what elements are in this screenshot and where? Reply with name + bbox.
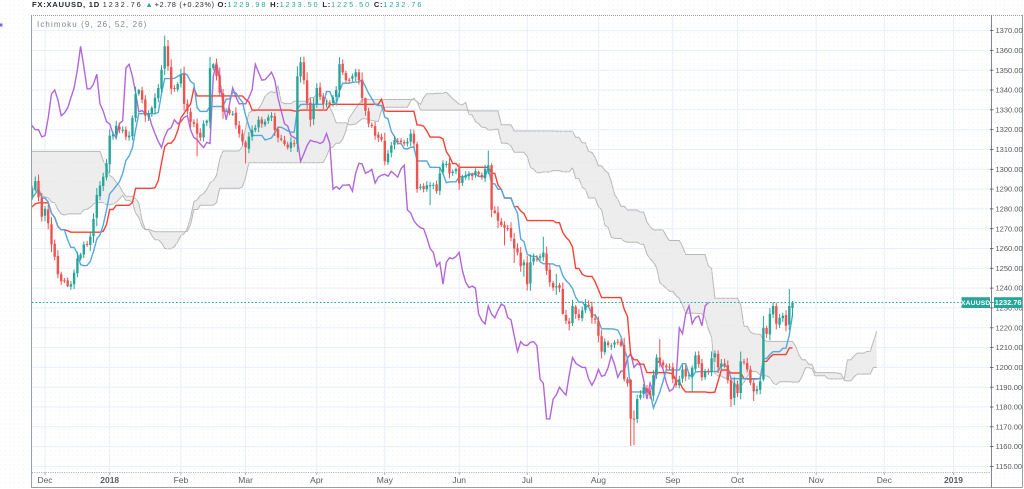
svg-text:Mar: Mar xyxy=(238,475,253,485)
svg-text:Dec: Dec xyxy=(877,475,893,485)
svg-text:1220.00: 1220.00 xyxy=(996,323,1023,332)
svg-text:1350.00: 1350.00 xyxy=(996,66,1023,75)
svg-text:1150.00: 1150.00 xyxy=(996,462,1023,471)
svg-text:1170.00: 1170.00 xyxy=(996,422,1023,431)
svg-text:1240.00: 1240.00 xyxy=(996,284,1023,293)
svg-text:Oct: Oct xyxy=(731,475,745,485)
svg-text:Dec: Dec xyxy=(37,475,53,485)
svg-text:1232.76: 1232.76 xyxy=(995,298,1022,307)
svg-text:1210.00: 1210.00 xyxy=(996,343,1023,352)
svg-text:Jun: Jun xyxy=(452,475,466,485)
svg-text:1270.00: 1270.00 xyxy=(996,224,1023,233)
svg-text:2019: 2019 xyxy=(944,475,963,485)
svg-text:1190.00: 1190.00 xyxy=(996,383,1023,392)
svg-text:Feb: Feb xyxy=(174,475,189,485)
svg-text:Jul: Jul xyxy=(522,475,533,485)
svg-text:Nov: Nov xyxy=(809,475,825,485)
svg-text:1340.00: 1340.00 xyxy=(996,86,1023,95)
svg-text:1260.00: 1260.00 xyxy=(996,244,1023,253)
svg-text:1280.00: 1280.00 xyxy=(996,205,1023,214)
svg-text:1180.00: 1180.00 xyxy=(996,403,1023,412)
svg-text:1300.00: 1300.00 xyxy=(996,165,1023,174)
svg-text:1330.00: 1330.00 xyxy=(996,105,1023,114)
svg-text:1200.00: 1200.00 xyxy=(996,363,1023,372)
svg-text:2018: 2018 xyxy=(100,475,119,485)
svg-text:1320.00: 1320.00 xyxy=(996,125,1023,134)
svg-text:May: May xyxy=(377,475,394,485)
svg-text:1250.00: 1250.00 xyxy=(996,264,1023,273)
svg-text:1290.00: 1290.00 xyxy=(996,185,1023,194)
svg-text:1370.00: 1370.00 xyxy=(996,26,1023,35)
svg-text:1310.00: 1310.00 xyxy=(996,145,1023,154)
svg-text:Aug: Aug xyxy=(591,475,606,485)
svg-text:Apr: Apr xyxy=(310,475,323,485)
svg-text:XAUUSD: XAUUSD xyxy=(961,300,990,307)
svg-text:1160.00: 1160.00 xyxy=(996,442,1023,451)
svg-text:1360.00: 1360.00 xyxy=(996,46,1023,55)
svg-text:Sep: Sep xyxy=(665,475,680,485)
